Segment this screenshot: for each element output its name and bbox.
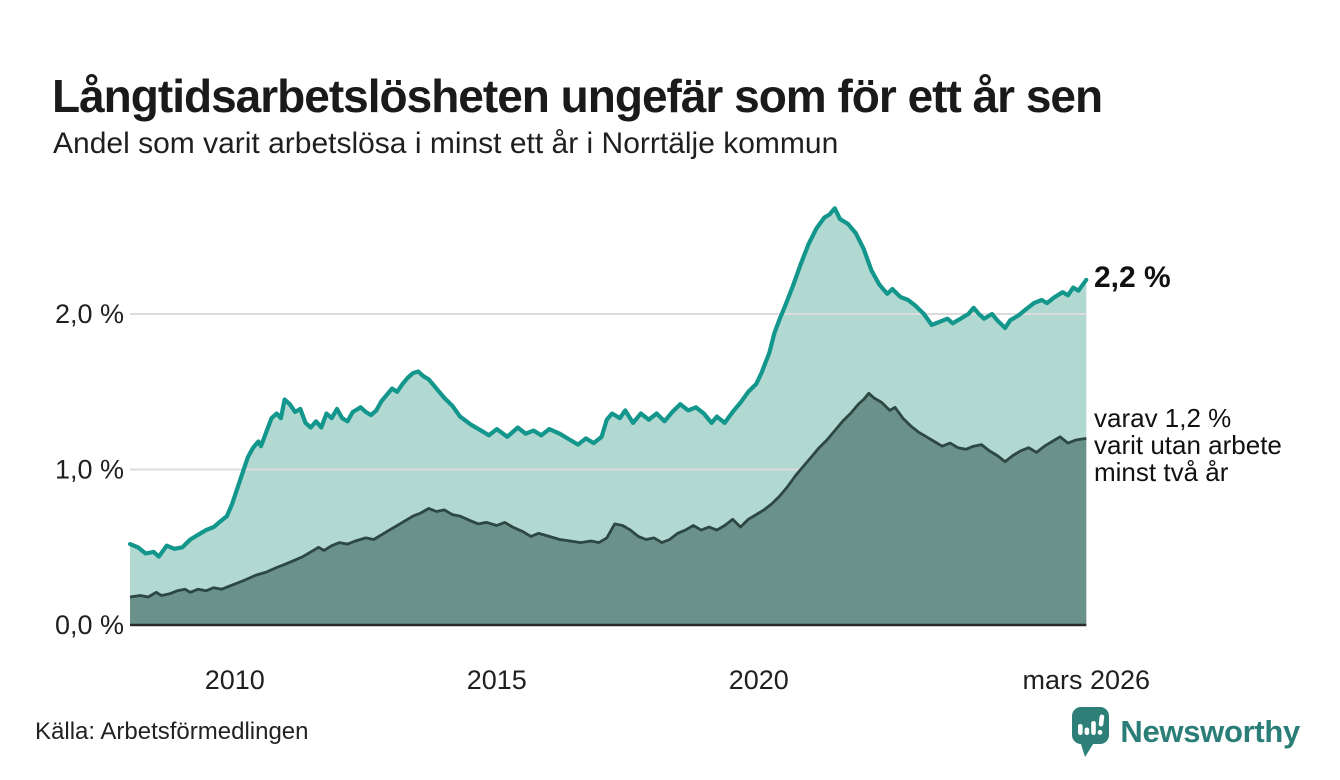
secondary-series-label-line2: varit utan arbete — [1094, 430, 1282, 460]
x-tick-label-mars-2026: mars 2026 — [1023, 665, 1151, 695]
x-tick-label-2020: 2020 — [729, 665, 789, 695]
newsworthy-bubble-chart-icon — [1072, 707, 1110, 757]
newsworthy-logo[interactable]: Newsworthy — [1070, 705, 1300, 763]
chart-subtitle: Andel som varit arbetslösa i minst ett å… — [53, 127, 839, 160]
source-note: Källa: Arbetsförmedlingen — [35, 718, 309, 745]
secondary-series-label-line1: varav 1,2 % — [1094, 403, 1232, 433]
y-tick-label-1: 1,0 % — [55, 455, 124, 485]
y-tick-label-0: 0,0 % — [55, 610, 124, 640]
series2-area-fill — [130, 393, 1087, 625]
latest-value-label: 2,2 % — [1094, 261, 1171, 294]
series1-line — [127, 206, 1089, 559]
x-tick-label-2010: 2010 — [205, 665, 265, 695]
y-tick-label-2: 2,0 % — [55, 299, 124, 329]
newsworthy-wordmark: Newsworthy — [1120, 714, 1300, 749]
x-tick-label-2015: 2015 — [467, 665, 527, 695]
series2-line — [129, 391, 1087, 599]
page-title: Långtidsarbetslösheten ungefär som för e… — [52, 69, 1103, 122]
secondary-series-label: varav 1,2 % varit utan arbete minst två … — [1094, 405, 1282, 486]
secondary-series-label-line3: minst två år — [1094, 457, 1229, 487]
